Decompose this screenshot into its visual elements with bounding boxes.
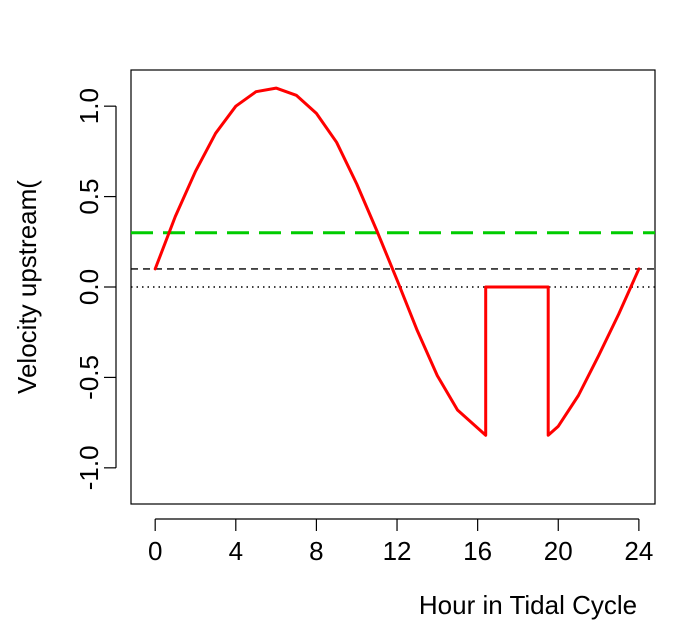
x-tick-label: 24 [624,536,653,566]
x-axis-title: Hour in Tidal Cycle [419,590,637,620]
x-axis: 0 4 8 12 16 20 24 [148,518,653,566]
x-tick-label: 8 [309,536,323,566]
x-tick-label: 0 [148,536,162,566]
series-line-0 [153,86,641,437]
y-tick-label: 1.0 [74,88,104,124]
reference-lines [131,231,655,288]
y-tick-label: -1.0 [74,445,104,490]
plot-frame [130,69,656,505]
y-axis-title: Velocity upstream( [12,180,42,394]
y-axis: -1.0 -0.5 0.0 0.5 1.0 [74,88,117,490]
y-tick-label: 0.0 [74,269,104,305]
x-tick-label: 4 [229,536,243,566]
x-tick-label: 16 [463,536,492,566]
data-series [153,86,641,437]
x-tick-label: 12 [383,536,412,566]
y-tick-label: 0.5 [74,179,104,215]
x-tick-label: 20 [544,536,573,566]
y-tick-label: -0.5 [74,355,104,400]
